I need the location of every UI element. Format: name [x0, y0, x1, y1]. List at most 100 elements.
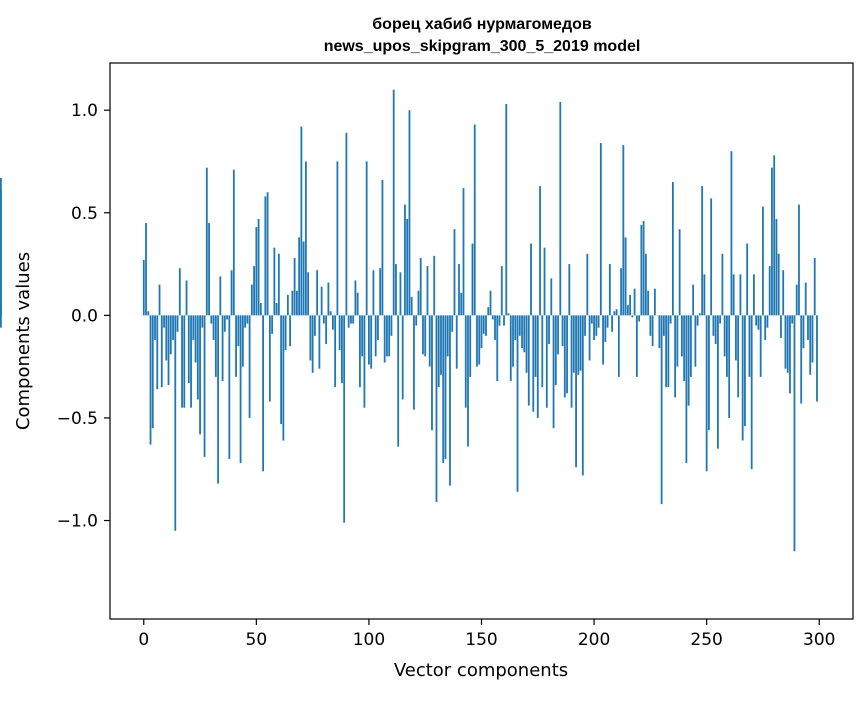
bar-75 [312, 315, 314, 372]
bar-124 [422, 315, 424, 354]
bar-131 [438, 315, 440, 387]
bar-113 [397, 315, 399, 446]
bar-159 [501, 266, 503, 315]
bar-177 [541, 315, 543, 387]
bar-175 [537, 315, 539, 418]
bar-141 [460, 293, 462, 316]
bar-148 [476, 315, 478, 366]
bar-99 [366, 161, 368, 315]
bar-66 [291, 291, 293, 316]
bar-144 [467, 315, 469, 446]
bar-201 [595, 315, 597, 336]
bar-210 [616, 309, 618, 315]
y-axis-label: Components values [13, 252, 34, 430]
bar-284 [782, 270, 784, 315]
bar-218 [634, 289, 636, 316]
bar-268 [746, 244, 748, 316]
bar-195 [582, 315, 584, 475]
bar-135 [447, 315, 449, 356]
bar-181 [550, 278, 552, 315]
bar-17 [181, 315, 183, 407]
bar-22 [192, 315, 194, 340]
bar-178 [544, 248, 546, 316]
bar-199 [591, 315, 593, 323]
bar-149 [478, 315, 480, 364]
bar-13 [172, 315, 174, 340]
bar-101 [370, 315, 372, 368]
bar-100 [368, 315, 370, 364]
bar-154 [490, 291, 492, 316]
x-tick-label: 300 [803, 630, 835, 650]
bar-32 [215, 315, 217, 377]
bar-249 [704, 274, 706, 315]
bar-248 [701, 186, 703, 315]
bar-296 [809, 315, 811, 375]
bar-8 [161, 315, 163, 387]
bar-287 [789, 315, 791, 393]
bar-274 [760, 315, 762, 377]
bar-49 [253, 266, 255, 315]
bar-44 [242, 315, 244, 366]
bar-139 [456, 315, 458, 368]
bar-297 [812, 315, 814, 362]
y-axis-ticks: −1.0−0.50.00.51.0 [57, 101, 110, 531]
bar-42 [237, 315, 239, 346]
bar-251 [708, 315, 710, 430]
bar-67 [294, 258, 296, 315]
bar-105 [379, 268, 381, 315]
bar-158 [499, 315, 501, 325]
x-tick-label: 200 [578, 630, 610, 650]
bar-29 [208, 223, 210, 315]
x-axis-label: Vector components [394, 660, 568, 681]
bar-227 [654, 289, 656, 316]
bar-25 [199, 315, 201, 434]
bar-230 [661, 315, 663, 504]
bar-26 [201, 315, 203, 327]
bar-69 [298, 237, 300, 315]
bar-167 [519, 315, 521, 336]
bar-240 [683, 315, 685, 381]
bar-256 [719, 315, 721, 323]
bar-14 [174, 315, 176, 530]
bar-267 [744, 315, 746, 426]
bar-295 [807, 315, 809, 340]
bar-117 [406, 219, 408, 315]
bar-190 [571, 315, 573, 407]
bar-136 [449, 315, 451, 485]
bar-189 [568, 264, 570, 315]
bar-130 [436, 315, 438, 502]
bar-126 [427, 266, 429, 315]
bar-71 [303, 241, 305, 315]
bar-82 [328, 283, 330, 316]
bar-122 [418, 291, 420, 316]
bar-203 [600, 143, 602, 315]
bar-168 [521, 315, 523, 348]
bar-51 [258, 219, 260, 315]
bar-62 [282, 315, 284, 440]
bar-252 [710, 198, 712, 315]
bar-242 [688, 315, 690, 405]
bar-54 [264, 196, 266, 315]
bar-61 [280, 315, 282, 424]
y-tick-label: 0.5 [71, 204, 98, 224]
bar-217 [631, 315, 633, 317]
bar-127 [429, 315, 431, 366]
bar-30 [210, 315, 212, 323]
bar-179 [546, 315, 548, 407]
bar-236 [674, 315, 676, 397]
bar-106 [382, 180, 384, 315]
bar-259 [726, 315, 728, 377]
bar-147 [474, 125, 476, 316]
bar-224 [647, 291, 649, 316]
bar-209 [613, 311, 615, 315]
bar-40 [233, 170, 235, 316]
bar-280 [773, 155, 775, 315]
bar-23 [195, 315, 197, 362]
bar-35 [222, 315, 224, 381]
bar-90 [346, 133, 348, 316]
bar-157 [496, 315, 498, 381]
bar-170 [526, 315, 528, 372]
bar-107 [384, 315, 386, 362]
bar-293 [803, 315, 805, 348]
